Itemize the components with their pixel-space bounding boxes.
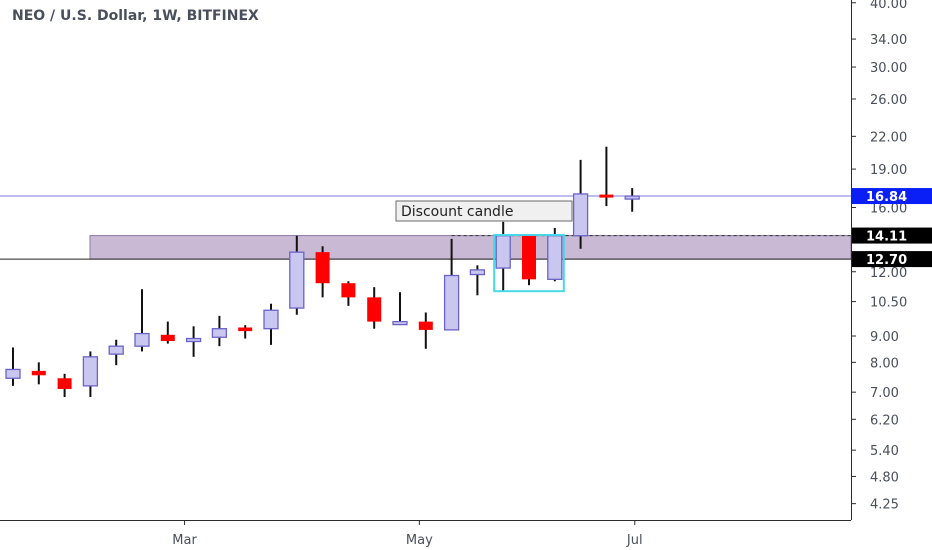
candle-body-bullish [5, 368, 21, 379]
annotation-box[interactable] [395, 200, 573, 222]
candle[interactable] [211, 315, 228, 347]
current-price-badge[interactable] [852, 188, 932, 205]
candle[interactable] [392, 292, 408, 326]
candle-body-bullish [469, 269, 486, 276]
y-tick-label: 5.40 [870, 444, 899, 459]
zone-high-badge-label: 14.11 [866, 230, 907, 245]
candle-body-bearish [418, 321, 433, 330]
candle[interactable] [367, 287, 382, 329]
y-tick-label: 30.00 [870, 61, 907, 76]
candle[interactable] [418, 312, 433, 349]
y-tick-label: 10.50 [870, 296, 907, 311]
x-tick-label: Jul [626, 533, 643, 548]
candle[interactable] [599, 146, 614, 207]
y-tick-label: 12.00 [870, 266, 907, 281]
candle[interactable] [315, 246, 330, 298]
candle[interactable] [238, 325, 253, 339]
candle[interactable] [341, 281, 356, 306]
candle[interactable] [469, 265, 486, 296]
candle-body-bearish [367, 297, 382, 322]
candle-body-bearish [599, 194, 614, 198]
candle-body-bullish [134, 332, 150, 347]
y-tick-label: 34.00 [870, 33, 907, 48]
candle[interactable] [572, 159, 589, 249]
candle-body-bullish [443, 274, 460, 331]
candle-body-bullish [392, 320, 408, 326]
candle-body-bullish [624, 195, 640, 200]
candle-body-bullish [263, 309, 279, 330]
y-tick-label: 8.00 [870, 356, 899, 371]
y-tick-label: 6.20 [870, 413, 899, 428]
demand-zone[interactable] [89, 235, 852, 260]
y-tick-label: 40.00 [870, 0, 907, 12]
candle-body-bearish [522, 235, 536, 280]
candle[interactable] [31, 362, 46, 385]
candle[interactable] [522, 235, 536, 286]
y-tick-label: 9.00 [870, 330, 899, 345]
candle-body-bullish [82, 356, 99, 387]
candle[interactable] [82, 351, 99, 398]
candle-body-bearish [341, 283, 356, 298]
candle[interactable] [134, 289, 150, 352]
annotation-label: Discount candle [401, 204, 513, 220]
candle-body-bearish [238, 327, 253, 332]
candle[interactable] [57, 373, 72, 398]
candle-body-bearish [57, 378, 72, 389]
y-tick-label: 22.00 [870, 130, 907, 145]
candle-body-bullish [108, 345, 124, 355]
chart-title: NEO / U.S. Dollar, 1W, BITFINEX [12, 8, 259, 24]
candle-body-bearish [31, 370, 46, 376]
candle[interactable] [108, 339, 124, 366]
candle[interactable] [185, 326, 202, 357]
y-tick-label: 4.25 [870, 498, 899, 513]
zone-low-badge-label: 12.70 [866, 253, 907, 268]
current-price-badge-label: 16.84 [866, 190, 907, 205]
candle-body-bullish [547, 235, 563, 280]
y-tick-label: 26.00 [870, 93, 907, 108]
candle[interactable] [624, 188, 640, 212]
candle[interactable] [443, 238, 460, 331]
candle[interactable] [289, 235, 305, 315]
candle-body-bearish [160, 334, 175, 342]
y-tick-label: 4.80 [870, 470, 899, 485]
y-tick-label: 16.00 [870, 201, 907, 216]
highlight-box[interactable] [493, 233, 565, 293]
candle[interactable] [263, 303, 279, 345]
candle-body-bullish [185, 337, 202, 343]
candle-body-bullish [289, 251, 305, 309]
candle-body-bearish [315, 252, 330, 284]
candle-body-bullish [211, 328, 228, 338]
candle[interactable] [160, 321, 175, 344]
x-tick-label: Mar [172, 533, 197, 548]
y-tick-label: 7.00 [870, 386, 899, 401]
zone-low-badge[interactable] [852, 251, 932, 268]
x-tick-label: May [406, 533, 433, 548]
candle[interactable] [495, 221, 511, 292]
candle-body-bullish [495, 235, 511, 269]
zone-high-badge[interactable] [852, 227, 932, 244]
candle-body-bullish [572, 193, 589, 237]
candle[interactable] [547, 227, 563, 282]
candle[interactable] [5, 347, 21, 386]
y-tick-label: 19.00 [870, 163, 907, 178]
